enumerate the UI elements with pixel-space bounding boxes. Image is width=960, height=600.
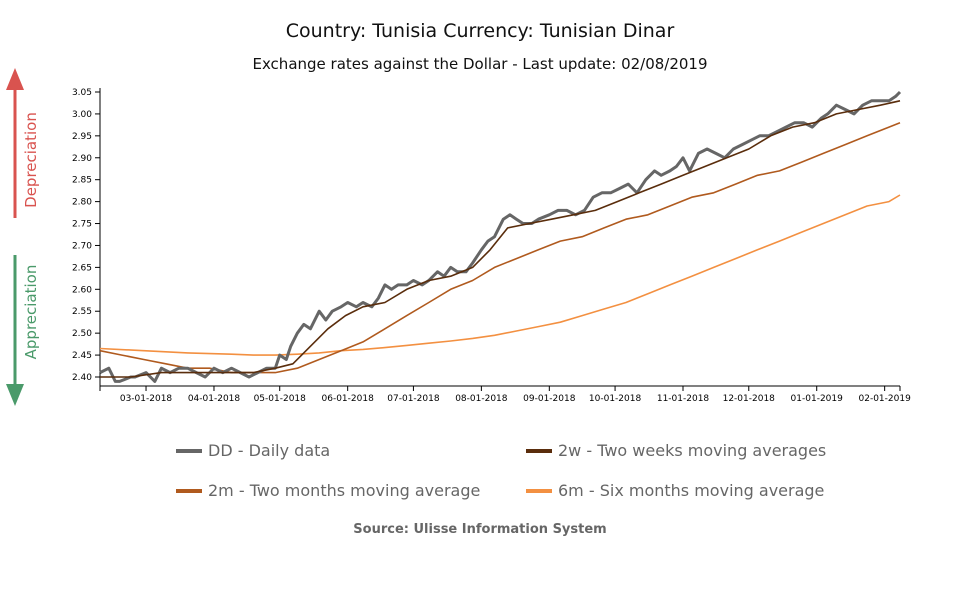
y-tick-label: 2.80 [72,198,92,208]
y-tick-label: 2.40 [72,373,92,383]
x-tick-label: 12-01-2018 [723,394,776,404]
legend-item-6m: 6m - Six months moving average [526,481,824,500]
x-tick-label: 01-01-2019 [791,394,844,404]
y-tick-label: 2.70 [72,241,92,251]
x-tick-label: 11-01-2018 [657,394,710,404]
legend-label: 2w - Two weeks moving averages [558,441,827,460]
y-tick-label: 2.95 [72,132,92,142]
x-tick-label: 05-01-2018 [254,394,307,404]
legend-swatch [176,448,202,453]
y-tick-label: 2.90 [72,154,92,164]
chart-subtitle: Exchange rates against the Dollar - Last… [252,55,708,73]
depreciation-label: Depreciation [22,112,40,208]
y-tick-label: 2.55 [72,307,92,317]
series-line-6m [99,194,901,356]
depreciation-arrow-icon [6,68,24,218]
legend-item-daily: DD - Daily data [176,441,330,460]
x-tick-label: 08-01-2018 [455,394,508,404]
x-tick-label: 06-01-2018 [322,394,375,404]
y-tick-label: 2.50 [72,329,92,339]
x-tick-label: 02-01-2019 [859,394,912,404]
y-tick-label: 2.45 [72,351,92,361]
legend-label: 2m - Two months moving average [208,481,481,500]
legend-label: DD - Daily data [208,441,331,460]
y-tick-label: 2.85 [72,176,92,186]
x-tick-label: 07-01-2018 [387,394,440,404]
y-tick-label: 2.65 [72,263,92,273]
legend-swatch [526,448,552,453]
legend-item-2m: 2m - Two months moving average [176,481,480,500]
x-tick-label: 09-01-2018 [523,394,576,404]
x-tick-label: 04-01-2018 [188,394,241,404]
y-tick-label: 2.60 [72,285,92,295]
source-note: Source: Ulisse Information System [353,522,607,537]
x-tick-label: 03-01-2018 [120,394,173,404]
series-lines [99,90,902,383]
y-tick-label: 3.05 [72,88,92,98]
y-tick-label: 3.00 [72,110,92,120]
appreciation-label: Appreciation [22,265,40,360]
legend-item-2w: 2w - Two weeks moving averages [526,441,826,460]
appreciation-arrow-icon [6,255,24,406]
legend-swatch [526,488,552,493]
axes: 2.40 2.45 2.50 2.55 2.60 2.65 2.70 2.75 2.80 2.85… [72,88,911,404]
series-line-2w [100,100,901,378]
x-tick-label: 10-01-2018 [589,394,642,404]
chart-title: Country: Tunisia Currency: Tunisian Dina… [285,20,675,42]
y-tick-label: 2.75 [72,220,92,230]
series-line-2m [99,121,901,374]
legend-label: 6m - Six months moving average [558,481,825,500]
legend-swatch [176,488,202,493]
